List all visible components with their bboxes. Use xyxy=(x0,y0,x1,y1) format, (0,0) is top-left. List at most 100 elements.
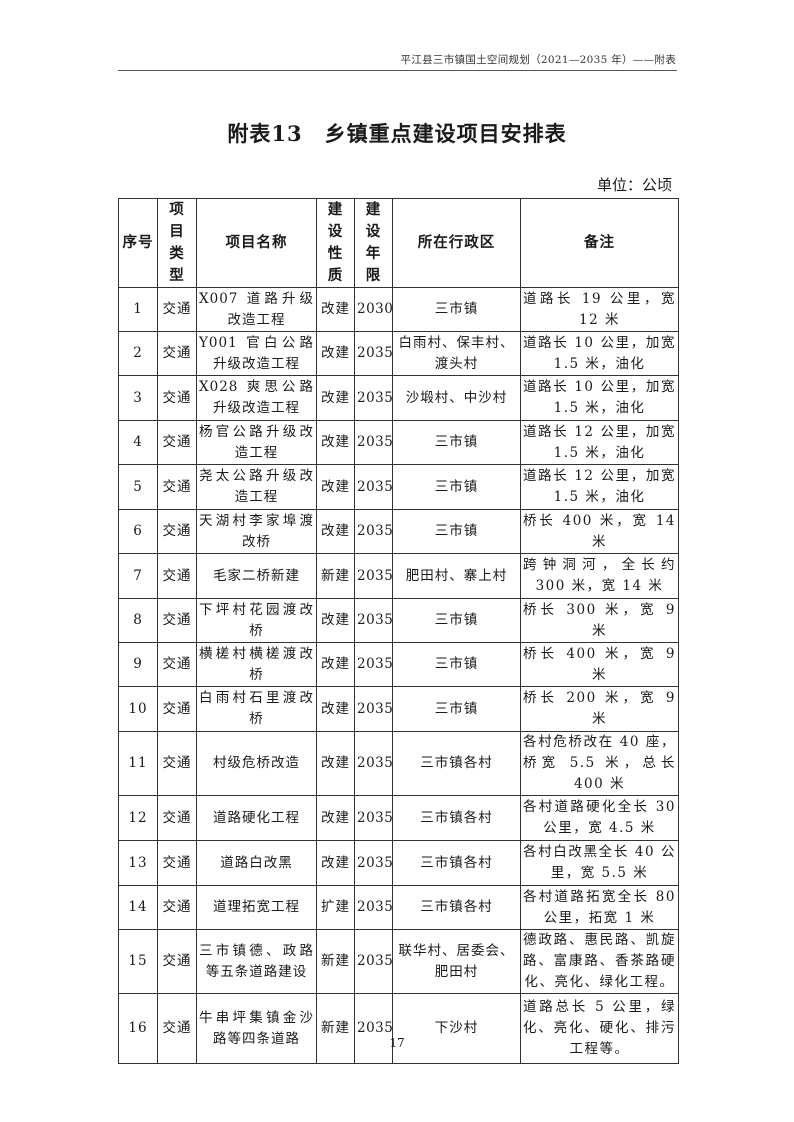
cell-col-name: Y001 官白公路升级改造工程 xyxy=(196,331,317,376)
header-col-district: 所在行政区 xyxy=(392,198,521,288)
cell-col-year: 2035 xyxy=(354,993,393,1064)
cell-col-year: 2035 xyxy=(354,731,393,796)
table-row: 10 交通 白雨村石里渡改桥 改建 2035 三市镇 桥长 200 米，宽 9 米 xyxy=(118,686,679,732)
cell-col-type: 交通 xyxy=(157,553,197,599)
cell-col-nature: 改建 xyxy=(316,287,355,332)
cell-col-index: 9 xyxy=(118,642,158,687)
cell-col-district: 三市镇 xyxy=(392,686,521,732)
cell-col-note: 道路长 12 公里，加宽 1.5 米，油化 xyxy=(520,464,679,510)
cell-col-year: 2035 xyxy=(354,929,393,994)
cell-col-index: 13 xyxy=(118,840,158,886)
cell-col-index: 4 xyxy=(118,420,158,465)
cell-col-index: 2 xyxy=(118,331,158,376)
table-row: 16 交通 牛串坪集镇金沙路等四条道路 新建 2035 下沙村 道路总长 5 公里，绿化、亮… xyxy=(118,993,679,1064)
table-row: 12 交通 道路硬化工程 改建 2035 三市镇各村 各村道路硬化全长 30 公里，宽 4.… xyxy=(118,795,679,841)
cell-col-name: 尧太公路升级改造工程 xyxy=(196,464,317,510)
cell-col-district: 三市镇各村 xyxy=(392,885,521,930)
cell-col-index: 11 xyxy=(118,731,158,796)
table-row: 11 交通 村级危桥改造 改建 2035 三市镇各村 各村危桥改在 40 座，桥宽 5.5 … xyxy=(118,731,679,796)
cell-col-nature: 改建 xyxy=(316,464,355,510)
cell-col-index: 16 xyxy=(118,993,158,1064)
cell-col-nature: 改建 xyxy=(316,375,355,421)
cell-col-district: 三市镇各村 xyxy=(392,795,521,841)
cell-col-nature: 新建 xyxy=(316,993,355,1064)
cell-col-year: 2035 xyxy=(354,598,393,643)
page-title: 附表13 乡镇重点建设项目安排表 xyxy=(227,121,567,146)
cell-col-note: 道路长 19 公里，宽 12 米 xyxy=(520,287,679,332)
cell-col-year: 2035 xyxy=(354,686,393,732)
table-row: 8 交通 下坪村花园渡改桥 改建 2035 三市镇 桥长 300 米，宽 9 米 xyxy=(118,598,679,643)
cell-col-nature: 改建 xyxy=(316,598,355,643)
cell-col-type: 交通 xyxy=(157,287,197,332)
cell-col-district: 三市镇 xyxy=(392,509,521,554)
cell-col-year: 2035 xyxy=(354,840,393,886)
table-header-row: 序号 项目类型 项目名称 建设性质 建设年限 所在行政区 备注 xyxy=(118,198,679,288)
cell-col-note: 道路长 12 公里，加宽 1.5 米，油化 xyxy=(520,420,679,465)
cell-col-type: 交通 xyxy=(157,731,197,796)
cell-col-index: 8 xyxy=(118,598,158,643)
cell-col-district: 沙塅村、中沙村 xyxy=(392,375,521,421)
cell-col-type: 交通 xyxy=(157,929,197,994)
cell-col-note: 桥长 400 米，宽 14 米 xyxy=(520,509,679,554)
cell-col-index: 14 xyxy=(118,885,158,930)
cell-col-note: 各村道路拓宽全长 80 公里，拓宽 1 米 xyxy=(520,885,679,930)
project-table: 序号 项目类型 项目名称 建设性质 建设年限 所在行政区 备注 1 交通 X007 道路升级改造… xyxy=(118,198,679,1064)
cell-col-nature: 改建 xyxy=(316,420,355,465)
page-number: 17 xyxy=(389,1036,405,1050)
cell-col-year: 2035 xyxy=(354,464,393,510)
cell-col-note: 道路长 10 公里，加宽 1.5 米，油化 xyxy=(520,375,679,421)
cell-col-name: 天湖村李家埠渡改桥 xyxy=(196,509,317,554)
cell-col-district: 三市镇各村 xyxy=(392,840,521,886)
cell-col-index: 15 xyxy=(118,929,158,994)
cell-col-name: 道路硬化工程 xyxy=(196,795,317,841)
cell-col-name: X028 爽思公路升级改造工程 xyxy=(196,375,317,421)
cell-col-nature: 扩建 xyxy=(316,885,355,930)
header-rule xyxy=(118,70,677,71)
cell-col-district: 联华村、居委会、肥田村 xyxy=(392,929,521,994)
cell-col-nature: 新建 xyxy=(316,929,355,994)
cell-col-name: 白雨村石里渡改桥 xyxy=(196,686,317,732)
cell-col-note: 桥长 200 米，宽 9 米 xyxy=(520,686,679,732)
table-row: 7 交通 毛家二桥新建 新建 2035 肥田村、寨上村 跨钟洞河，全长约 300 米，宽 1… xyxy=(118,553,679,599)
cell-col-nature: 改建 xyxy=(316,686,355,732)
cell-col-note: 桥长 300 米，宽 9 米 xyxy=(520,598,679,643)
table-row: 13 交通 道路白改黑 改建 2035 三市镇各村 各村白改黑全长 40 公里，宽 5.5 … xyxy=(118,840,679,886)
table-row: 1 交通 X007 道路升级改造工程 改建 2030 三市镇 道路长 19 公里，宽 12 … xyxy=(118,287,679,332)
cell-col-district: 白雨村、保丰村、渡头村 xyxy=(392,331,521,376)
cell-col-name: 横槎村横槎渡改桥 xyxy=(196,642,317,687)
header-col-index: 序号 xyxy=(118,198,158,288)
cell-col-district: 三市镇 xyxy=(392,420,521,465)
header-col-name: 项目名称 xyxy=(196,198,317,288)
cell-col-type: 交通 xyxy=(157,795,197,841)
cell-col-note: 各村白改黑全长 40 公里，宽 5.5 米 xyxy=(520,840,679,886)
cell-col-year: 2030 xyxy=(354,287,393,332)
cell-col-name: 三市镇德、政路等五条道路建设 xyxy=(196,929,317,994)
cell-col-district: 三市镇 xyxy=(392,642,521,687)
cell-col-district: 下沙村 xyxy=(392,993,521,1064)
cell-col-type: 交通 xyxy=(157,331,197,376)
header-col-note: 备注 xyxy=(520,198,679,288)
cell-col-year: 2035 xyxy=(354,553,393,599)
cell-col-year: 2035 xyxy=(354,795,393,841)
cell-col-district: 三市镇 xyxy=(392,287,521,332)
table-row: 9 交通 横槎村横槎渡改桥 改建 2035 三市镇 桥长 400 米，宽 9 米 xyxy=(118,642,679,687)
cell-col-type: 交通 xyxy=(157,598,197,643)
cell-col-nature: 改建 xyxy=(316,642,355,687)
cell-col-note: 德政路、惠民路、凯旋路、富康路、香茶路硬化、亮化、绿化工程。 xyxy=(520,929,679,994)
cell-col-year: 2035 xyxy=(354,420,393,465)
table-row: 4 交通 杨官公路升级改造工程 改建 2035 三市镇 道路长 12 公里，加宽 1.5 米… xyxy=(118,420,679,465)
header-col-nature: 建设性质 xyxy=(316,198,355,288)
cell-col-nature: 新建 xyxy=(316,553,355,599)
cell-col-note: 道路总长 5 公里，绿化、亮化、硬化、排污工程等。 xyxy=(520,993,679,1064)
cell-col-name: 道理拓宽工程 xyxy=(196,885,317,930)
cell-col-index: 7 xyxy=(118,553,158,599)
cell-col-year: 2035 xyxy=(354,885,393,930)
cell-col-nature: 改建 xyxy=(316,331,355,376)
cell-col-district: 三市镇各村 xyxy=(392,731,521,796)
cell-col-type: 交通 xyxy=(157,686,197,732)
header-col-type: 项目类型 xyxy=(157,198,197,288)
cell-col-note: 各村危桥改在 40 座，桥宽 5.5 米，总长 400 米 xyxy=(520,731,679,796)
cell-col-type: 交通 xyxy=(157,642,197,687)
table-row: 14 交通 道理拓宽工程 扩建 2035 三市镇各村 各村道路拓宽全长 80 公里，拓宽 1… xyxy=(118,885,679,930)
cell-col-type: 交通 xyxy=(157,885,197,930)
